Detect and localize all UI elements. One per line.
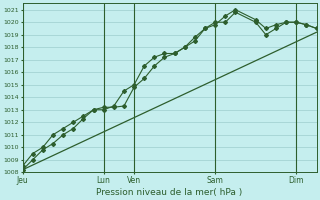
X-axis label: Pression niveau de la mer( hPa ): Pression niveau de la mer( hPa ) <box>96 188 243 197</box>
